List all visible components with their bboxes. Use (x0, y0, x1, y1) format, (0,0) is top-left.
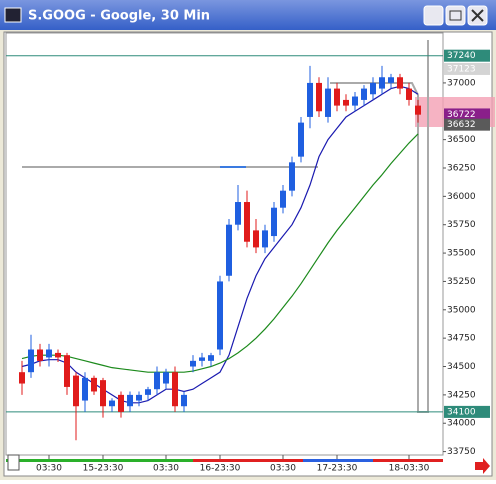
title-bar (0, 0, 496, 30)
window-title: S.GOOG - Google, 30 Min (28, 9, 210, 24)
candle-body (46, 349, 52, 358)
y-tick-label: 35500 (447, 249, 476, 259)
candle-body (100, 380, 106, 407)
y-tick-label: 35250 (447, 277, 476, 287)
candle-body (226, 224, 232, 276)
price-marker-label: 36632 (447, 120, 476, 130)
session-bar (303, 459, 373, 462)
candle-body (163, 372, 169, 384)
x-tick-label: 17-23:30 (317, 464, 358, 474)
candle-body (235, 202, 241, 225)
x-tick-label: 03:30 (270, 464, 296, 474)
candle-body (154, 372, 160, 390)
candle-body (190, 360, 196, 367)
price-marker-box (444, 108, 490, 121)
candle-body (352, 96, 358, 106)
y-tick-label: 34250 (447, 390, 476, 400)
candle-body (379, 77, 385, 89)
x-tick-label: 03:30 (153, 464, 179, 474)
level-label: 34100 (447, 407, 476, 417)
x-tick-label: 15-23:30 (83, 464, 124, 474)
y-tick-label: 37000 (447, 78, 476, 88)
scroll-arrow[interactable] (475, 458, 490, 474)
maximize-icon (449, 10, 462, 21)
y-tick-label: 34000 (447, 419, 476, 429)
maximize-button[interactable] (445, 5, 466, 26)
candle-body (370, 82, 376, 95)
candle-body (19, 372, 25, 384)
candle-body (109, 400, 115, 407)
level-label-box (444, 405, 490, 418)
y-tick-label: 33750 (447, 447, 476, 457)
price-marker-box (444, 62, 490, 75)
candle-body (406, 88, 412, 100)
candle-body (136, 394, 142, 401)
y-tick-label: 36000 (447, 192, 476, 202)
minimize-button[interactable] (423, 5, 444, 26)
session-bar (193, 459, 303, 462)
candle-body (289, 162, 295, 191)
moving-average-line (21, 133, 419, 373)
y-tick-label: 35000 (447, 305, 476, 315)
app-icon (4, 7, 22, 23)
x-tick-label: 16-23:30 (200, 464, 241, 474)
level-label: 37240 (447, 51, 476, 61)
y-tick-label: 34500 (447, 362, 476, 372)
candle-body (172, 372, 178, 407)
candle-body (298, 122, 304, 157)
candle-body (280, 190, 286, 208)
candle-body (82, 377, 88, 401)
y-tick-label: 36500 (447, 135, 476, 145)
candle-body (316, 82, 322, 112)
candle-body (334, 88, 340, 106)
candle-body (325, 88, 331, 117)
price-marker-label: 36722 (447, 110, 476, 120)
close-icon (471, 9, 484, 22)
candle-body (307, 82, 313, 117)
y-tick-label: 35750 (447, 220, 476, 230)
candle-body (262, 230, 268, 248)
candle-body (181, 394, 187, 407)
price-marker-box (444, 118, 490, 131)
session-bar (373, 459, 443, 462)
candle-body (37, 349, 43, 361)
candle-body (343, 99, 349, 106)
candle-body (388, 77, 394, 83)
x-tick-label: 18-03:30 (389, 464, 430, 474)
candle-body (91, 377, 97, 392)
level-label-box (444, 49, 490, 62)
candle-body (28, 349, 34, 373)
candle-body (145, 389, 151, 395)
candle-body (64, 355, 70, 387)
candle-body (361, 88, 367, 100)
candle-body (199, 357, 205, 361)
candle-body (118, 394, 124, 412)
candle-body (271, 207, 277, 237)
price-marker-label: 37123 (447, 64, 476, 74)
y-tick-label: 34750 (447, 334, 476, 344)
candle-body (73, 375, 79, 407)
candle-body (415, 105, 421, 115)
scroll-box[interactable] (7, 454, 20, 471)
candle-body (244, 202, 250, 242)
candle-body (127, 394, 133, 407)
plot-area (5, 32, 444, 456)
candle-body (55, 352, 61, 358)
candle-body (217, 281, 223, 350)
candle-body (208, 355, 214, 361)
candle-body (253, 230, 259, 248)
x-tick-label: 03:30 (36, 464, 62, 474)
candle-body (397, 77, 403, 89)
y-tick-label: 36250 (447, 163, 476, 173)
